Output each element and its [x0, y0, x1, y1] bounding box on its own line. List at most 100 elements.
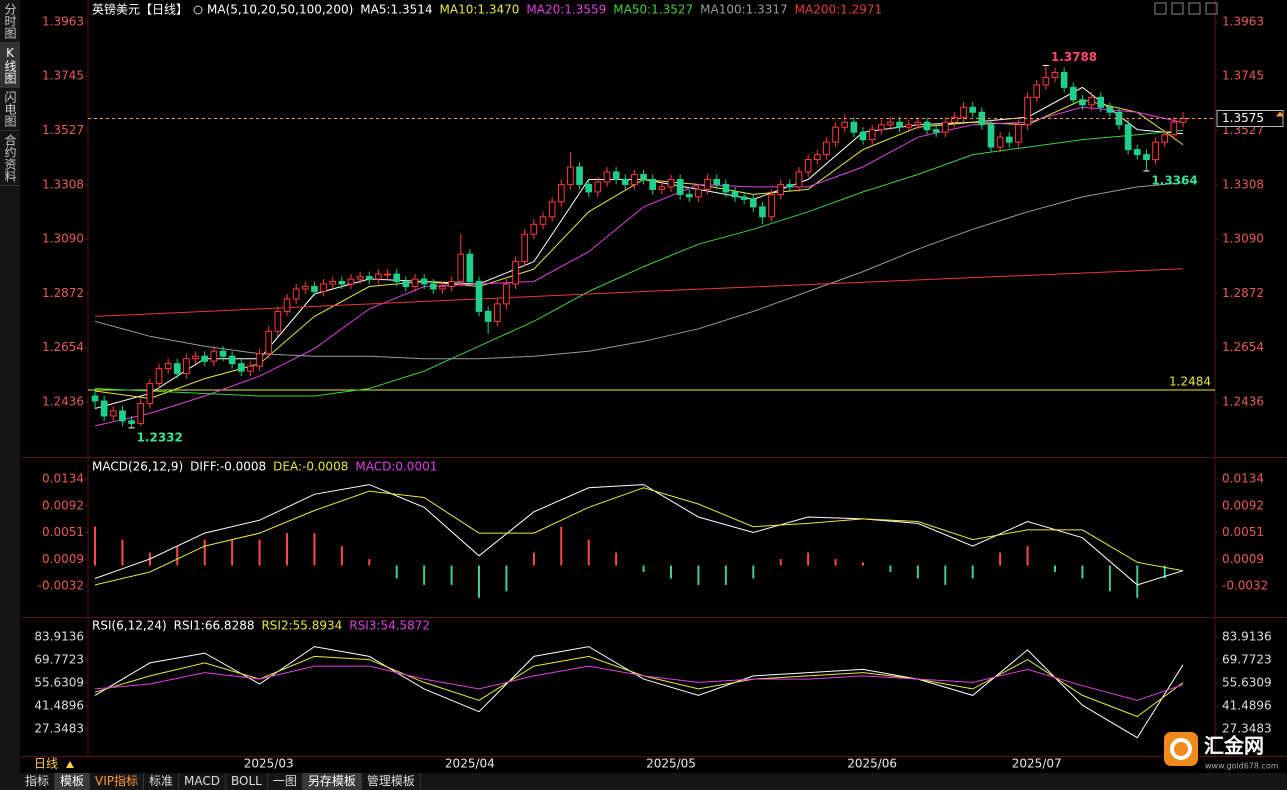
candle-body — [503, 283, 510, 305]
candle-body — [585, 183, 593, 193]
extreme-label: 1.2332 — [137, 430, 183, 444]
candle-body — [704, 178, 711, 190]
macd-bar — [258, 539, 261, 566]
tab[interactable]: BOLL — [226, 773, 268, 790]
candle-body — [1033, 84, 1041, 98]
candle-body — [411, 278, 419, 288]
macd-bar — [1081, 565, 1084, 579]
legend-item: MA20:1.3559 — [526, 3, 606, 17]
y-tick-label: 1.3745 — [1222, 69, 1264, 83]
candle-body — [475, 281, 483, 312]
tab[interactable]: 标准 — [144, 773, 180, 790]
macd-bar — [1108, 565, 1111, 592]
last-price-box — [1216, 109, 1284, 127]
legend-item: MA5:1.3514 — [360, 3, 432, 17]
side-tab[interactable]: K线图 — [0, 43, 20, 88]
candle-body — [283, 298, 291, 312]
candle-body — [155, 368, 163, 385]
macd-bar — [450, 565, 453, 585]
x-tick-label: 2025/06 — [847, 757, 897, 771]
candle-body — [1069, 86, 1077, 101]
side-tab[interactable]: 合约资料 — [0, 131, 20, 186]
candle-body — [969, 106, 977, 113]
candle-body — [292, 288, 300, 300]
tab[interactable]: 另存模板 — [302, 773, 362, 790]
macd-bar — [916, 565, 919, 579]
logo: 汇金网 www.gold678.com — [1164, 732, 1279, 771]
candle-body — [237, 363, 245, 372]
candle-body — [365, 276, 373, 280]
candle-body — [201, 355, 209, 362]
legend-item: MACD:0.0001 — [355, 460, 437, 474]
candle-body — [521, 233, 529, 263]
candle-body — [786, 183, 794, 188]
y-tick-label: 1.2872 — [1222, 286, 1264, 300]
x-tick-label: 2025/04 — [445, 757, 495, 771]
period-label[interactable]: 日线 — [34, 757, 58, 771]
candle-body — [722, 183, 730, 193]
candle-body — [375, 273, 382, 280]
macd-bar — [642, 565, 645, 572]
logo-name: 汇金网 — [1204, 734, 1264, 758]
candle-body — [850, 121, 858, 133]
tab[interactable]: 一图 — [268, 773, 303, 790]
candle-body — [868, 129, 876, 141]
period-arrow[interactable] — [66, 761, 74, 768]
candle-body — [137, 402, 145, 424]
legend-item: RSI2:55.8934 — [261, 619, 342, 633]
side-tab[interactable]: 闪电图 — [0, 88, 20, 131]
macd-bar — [752, 565, 755, 579]
macd-bar — [231, 539, 234, 566]
macd-bar — [395, 565, 398, 579]
candle-body — [91, 395, 99, 402]
candle-body — [877, 124, 885, 131]
tab[interactable]: 模板 — [55, 773, 91, 790]
extreme-label: 1.3364 — [1151, 174, 1197, 188]
candle-body — [338, 281, 346, 285]
y-tick-label: 0.0092 — [42, 498, 84, 512]
macd-bar — [203, 539, 206, 566]
macd-bar — [560, 526, 563, 566]
macd-bar — [176, 546, 179, 566]
y-tick-label: 41.4896 — [34, 698, 84, 712]
macd-bar — [807, 552, 810, 566]
candle-body — [567, 166, 574, 185]
tab[interactable]: VIP指标 — [90, 773, 145, 790]
candle-body — [393, 273, 401, 283]
background — [20, 0, 1287, 773]
macd-bar — [615, 552, 618, 566]
y-tick-label: 55.6309 — [1222, 675, 1272, 689]
candle-body — [823, 141, 830, 156]
macd-bar — [505, 565, 508, 592]
candle-body — [274, 310, 282, 332]
macd-bar — [1136, 565, 1139, 598]
y-tick-label: 1.3090 — [42, 232, 84, 246]
candle-body — [941, 121, 949, 133]
candle-body — [128, 420, 135, 424]
window-icons[interactable] — [1154, 2, 1218, 15]
y-tick-label: 1.3745 — [42, 69, 84, 83]
macd-bar — [423, 565, 426, 585]
candle-body — [192, 355, 199, 360]
tab[interactable]: MACD — [179, 773, 227, 790]
macd-bar — [94, 526, 96, 566]
y-tick-label: 83.9136 — [34, 630, 84, 644]
tab[interactable]: 管理模板 — [362, 773, 421, 790]
candle-body — [466, 253, 474, 283]
legend-icon — [193, 5, 203, 15]
candle-body — [100, 400, 108, 417]
candle-body — [1152, 141, 1159, 161]
extreme-label: 1.3788 — [1051, 50, 1097, 64]
y-tick-label: -0.0032 — [38, 579, 84, 593]
tab[interactable]: 指标 — [20, 773, 56, 790]
candle-body — [1143, 154, 1150, 161]
last-price-label: 1.3575 — [1222, 111, 1264, 125]
x-tick-label: 2025/05 — [646, 757, 696, 771]
candle-body — [439, 286, 446, 290]
candle-body — [576, 166, 583, 185]
candle-body — [384, 273, 391, 276]
macd-bar — [944, 565, 947, 585]
macd-bar — [1054, 565, 1056, 572]
side-tab[interactable]: 分时图 — [0, 0, 20, 43]
candle-body — [859, 131, 867, 141]
